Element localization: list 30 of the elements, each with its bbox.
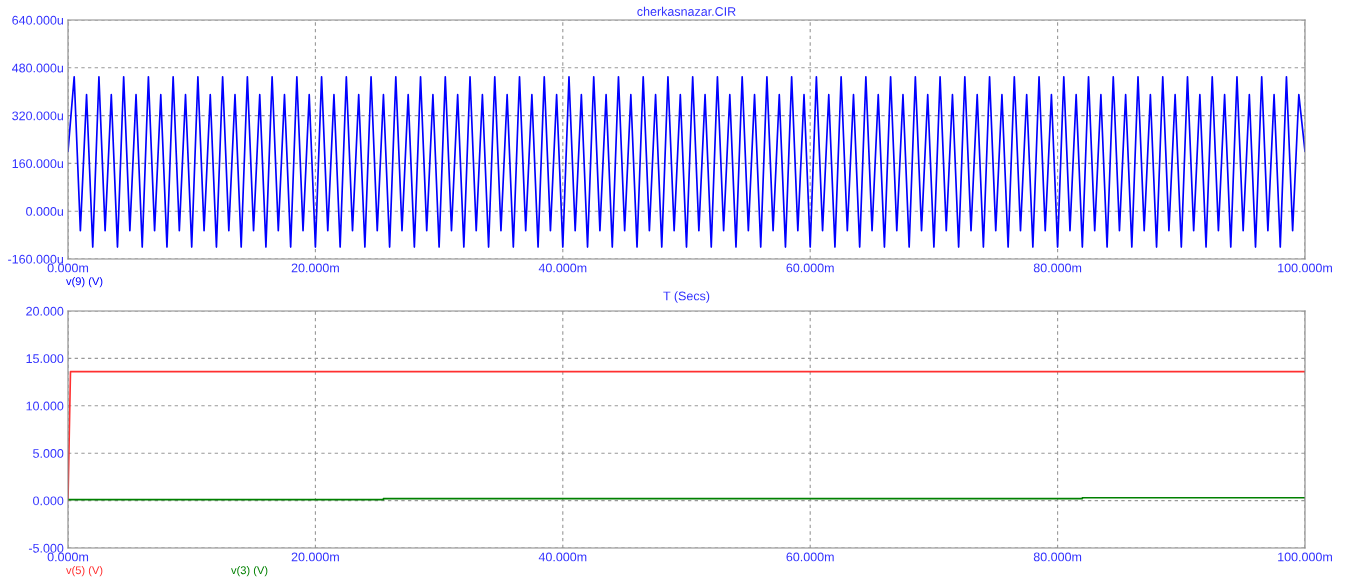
x-tick-label: 60.000m xyxy=(786,552,834,562)
x-tick-label: 20.000m xyxy=(291,263,339,273)
x-tick-label: 80.000m xyxy=(1033,263,1082,273)
text: v(3) (V) xyxy=(231,566,268,577)
text: v(9) (V) xyxy=(66,277,103,288)
x-tick-label: 40.000m xyxy=(538,263,587,273)
x-tick-label: 40.000m xyxy=(538,552,587,562)
y-tick-label: 0.000 xyxy=(33,496,64,506)
x-tick-label: 100.000m xyxy=(1278,552,1332,562)
y-tick-label: 10.000 xyxy=(26,401,64,411)
y-tick-label: 160.000u xyxy=(12,159,64,169)
y-tick-label: 320.000u xyxy=(12,111,64,121)
x-tick-label: 0.000m xyxy=(47,552,89,562)
line-series xyxy=(68,75,1305,248)
x-axis-title: T (Secs) xyxy=(663,291,710,303)
x-tick-label: 80.000m xyxy=(1033,552,1082,562)
text: v(5) (V) xyxy=(66,566,103,577)
y-tick-label: 0.000u xyxy=(26,207,64,216)
y-tick-label: 20.000 xyxy=(26,306,64,316)
y-tick-label: -5.000 xyxy=(28,543,64,553)
x-tick-label: 20.000m xyxy=(291,552,339,562)
y-tick-label: 640.000u xyxy=(12,15,64,25)
y-tick-label: -160.000u xyxy=(8,254,64,264)
x-tick-label: 0.000m xyxy=(47,263,89,273)
x-tick-label: 60.000m xyxy=(786,263,834,273)
x-tick-label: 100.000m xyxy=(1278,263,1332,273)
y-tick-label: 15.000 xyxy=(26,354,64,364)
chart-title: cherkasnazar.CIR xyxy=(637,6,736,16)
y-tick-label: 480.000u xyxy=(11,63,64,73)
y-tick-label: 5.000 xyxy=(33,449,64,458)
